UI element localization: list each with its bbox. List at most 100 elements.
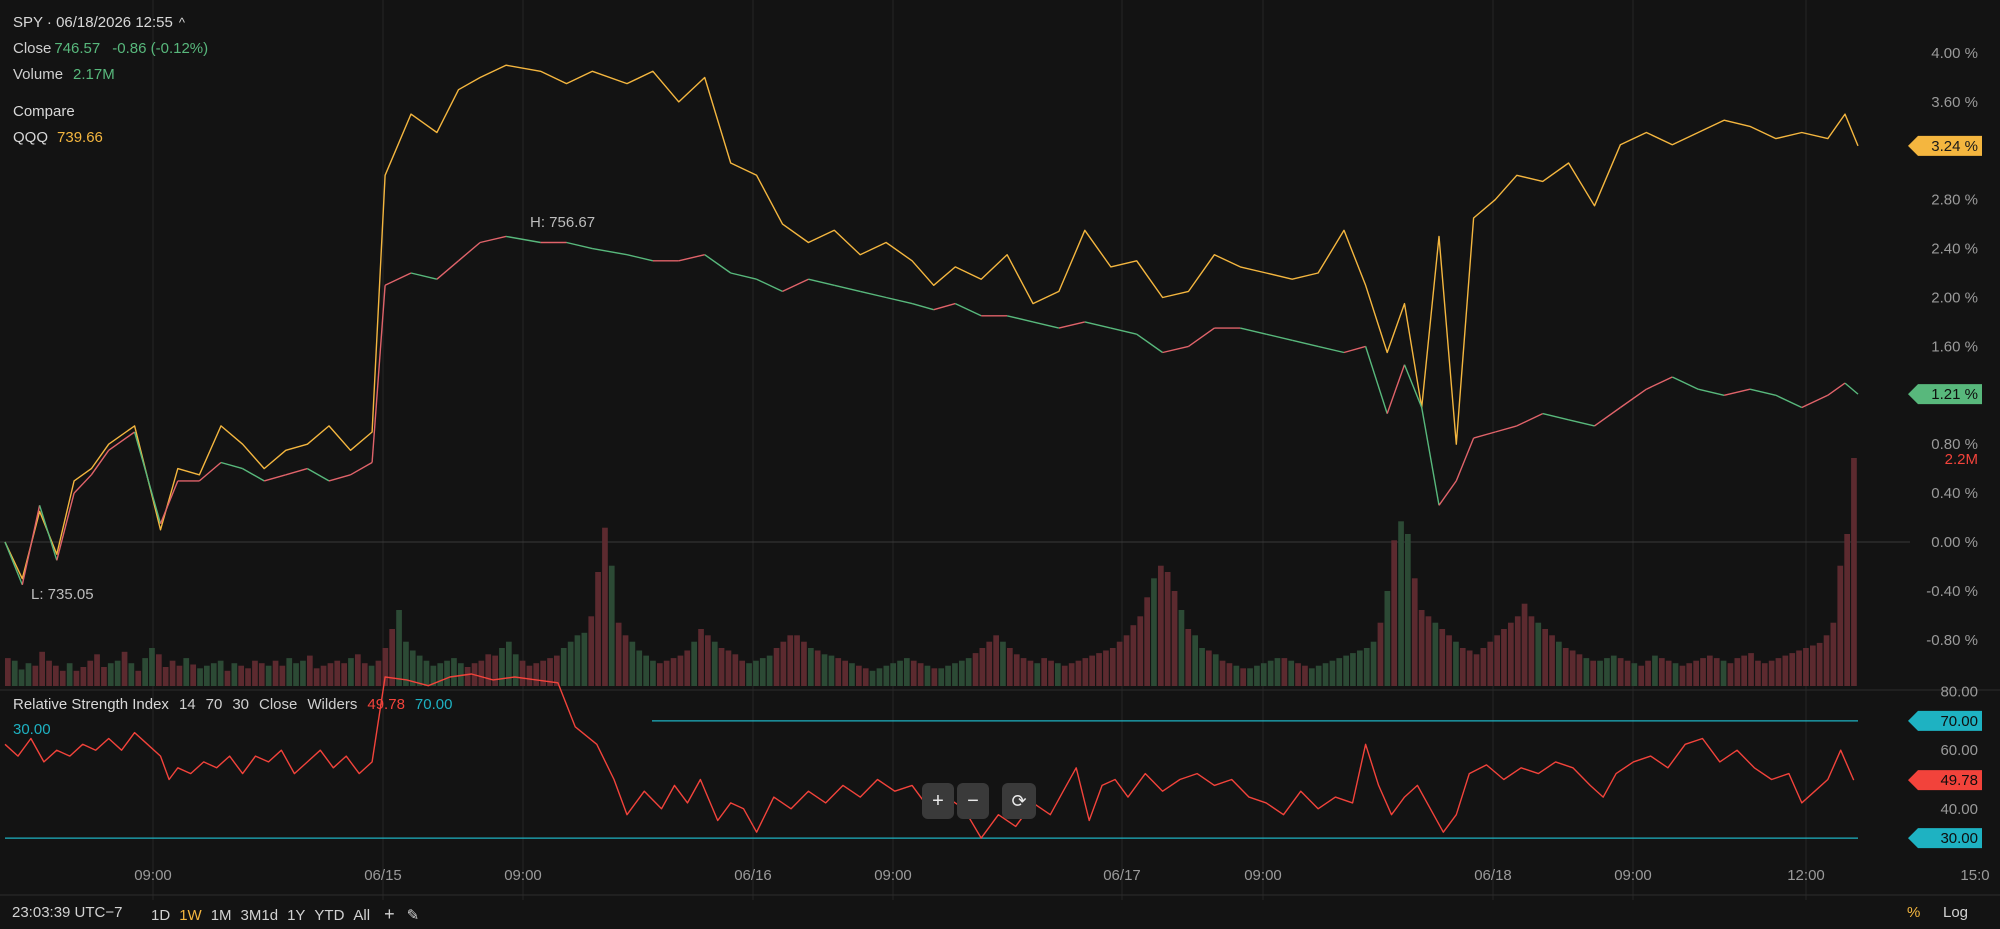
- volume-row: Volume 2.17M: [13, 66, 121, 83]
- spy-segment: [108, 431, 136, 451]
- rsi-line: [4, 673, 1855, 839]
- volume-bars: [5, 458, 1857, 686]
- volume-bar: [1068, 663, 1075, 686]
- volume-bar: [952, 663, 958, 686]
- volume-bar: [1707, 655, 1713, 686]
- ticker-line[interactable]: SPY · 06/18/2026 12:55 ^: [13, 14, 191, 31]
- volume-bar: [1336, 658, 1343, 686]
- volume-label: Volume: [13, 66, 64, 83]
- percent-toggle[interactable]: %: [1907, 904, 1921, 921]
- volume-bar: [59, 670, 66, 686]
- volume-bar: [258, 663, 265, 686]
- volume-bar: [1748, 653, 1754, 686]
- compare-symbol: QQQ: [13, 129, 49, 146]
- range-1d[interactable]: 1D: [151, 907, 171, 924]
- pencil-icon[interactable]: ✎: [406, 907, 420, 924]
- volume-bar: [1720, 660, 1727, 686]
- volume-bar: [1645, 660, 1651, 686]
- spy-segment: [1723, 388, 1751, 396]
- spy-segment: [285, 467, 308, 476]
- price-axis-tick: 0.00 %: [1931, 534, 1978, 551]
- volume-bar: [1329, 660, 1336, 686]
- volume-bar: [46, 660, 52, 686]
- volume-bar: [519, 660, 526, 686]
- spy-segment: [1266, 333, 1293, 341]
- volume-bar: [1796, 650, 1802, 686]
- range-3m[interactable]: 3M: [240, 907, 262, 924]
- volume-bar: [1418, 610, 1425, 686]
- collapse-caret-icon[interactable]: ^: [178, 15, 185, 30]
- range-1y[interactable]: 1Y: [287, 907, 306, 924]
- volume-bar: [210, 663, 217, 686]
- volume-bar: [897, 660, 903, 686]
- volume-bar: [1501, 629, 1507, 686]
- volume-bar: [1700, 658, 1706, 686]
- volume-bar: [1755, 660, 1761, 686]
- compare-row[interactable]: QQQ 739.66: [13, 129, 109, 146]
- volume-bar: [396, 610, 402, 686]
- rsi-upper-value: 70.00: [414, 696, 453, 713]
- rsi-last-badge: 49.78: [1908, 770, 1982, 791]
- volume-bar: [107, 663, 114, 686]
- volume-bar: [986, 641, 993, 686]
- volume-bar: [1528, 616, 1535, 686]
- compare-label: Compare: [13, 103, 75, 120]
- spy-segment: [1438, 480, 1457, 506]
- volume-bar: [1137, 616, 1144, 686]
- spy-segment: [1006, 315, 1034, 323]
- volume-bar: [1027, 660, 1034, 686]
- spy-segment: [242, 467, 265, 482]
- close-row: Close 746.57 -0.86 (-0.12%): [13, 40, 214, 57]
- qqq-last-badge: 3.24 %: [1908, 135, 1982, 156]
- range-ytd[interactable]: YTD: [314, 907, 345, 924]
- spy-segment: [90, 449, 110, 476]
- volume-bar: [1459, 648, 1466, 686]
- zoom-out-button[interactable]: −: [957, 783, 989, 819]
- volume-bar: [1103, 650, 1109, 686]
- volume-bar: [1610, 655, 1617, 686]
- rsi-lower-badge-shape: [1908, 828, 1982, 849]
- volume-bar: [1212, 654, 1219, 686]
- volume-bar: [608, 565, 615, 686]
- x-axis-label: 12:00: [1787, 867, 1825, 884]
- volume-bar: [327, 663, 334, 686]
- volume-bar: [1453, 641, 1459, 686]
- volume-bar: [1048, 660, 1054, 686]
- volume-bar: [183, 658, 190, 686]
- volume-bar: [142, 658, 148, 686]
- volume-bar: [341, 663, 347, 686]
- grid-group: [0, 0, 2000, 900]
- volume-bar: [753, 660, 759, 686]
- volume-bar: [1583, 658, 1590, 686]
- volume-bar: [622, 635, 629, 686]
- volume-bar: [808, 648, 814, 686]
- volume-bar: [1109, 648, 1116, 686]
- reset-zoom-button[interactable]: ⟳: [1002, 783, 1036, 819]
- volume-bar: [602, 527, 608, 686]
- range-1d-interval[interactable]: 1d: [261, 907, 279, 924]
- rsi-header[interactable]: Relative Strength Index 14 70 30 Close Wilder…: [13, 696, 458, 713]
- rsi-upper-badge: 70.00: [1908, 710, 1982, 731]
- rsi-lower-badge-label: 30.00: [1940, 830, 1978, 847]
- rsi-param-upper: 70: [205, 696, 223, 713]
- range-1m[interactable]: 1M: [210, 907, 232, 924]
- spy-last-badge-shape: [1908, 384, 1982, 405]
- volume-bar: [705, 635, 711, 686]
- add-icon[interactable]: +: [384, 904, 395, 924]
- spy-segment: [198, 461, 222, 482]
- spy-segment: [1473, 431, 1496, 439]
- volume-bar: [5, 658, 11, 686]
- range-all[interactable]: All: [353, 907, 371, 924]
- volume-bar: [1775, 658, 1782, 686]
- zoom-in-button[interactable]: +: [922, 783, 954, 819]
- x-axis-label: 06/18: [1474, 867, 1512, 884]
- range-1w[interactable]: 1W: [179, 907, 202, 924]
- volume-bar: [478, 660, 485, 686]
- volume-bar: [1810, 645, 1816, 686]
- volume-bar: [677, 655, 684, 686]
- volume-bar: [430, 665, 437, 686]
- spy-segment: [592, 247, 628, 256]
- log-toggle[interactable]: Log: [1943, 904, 1969, 921]
